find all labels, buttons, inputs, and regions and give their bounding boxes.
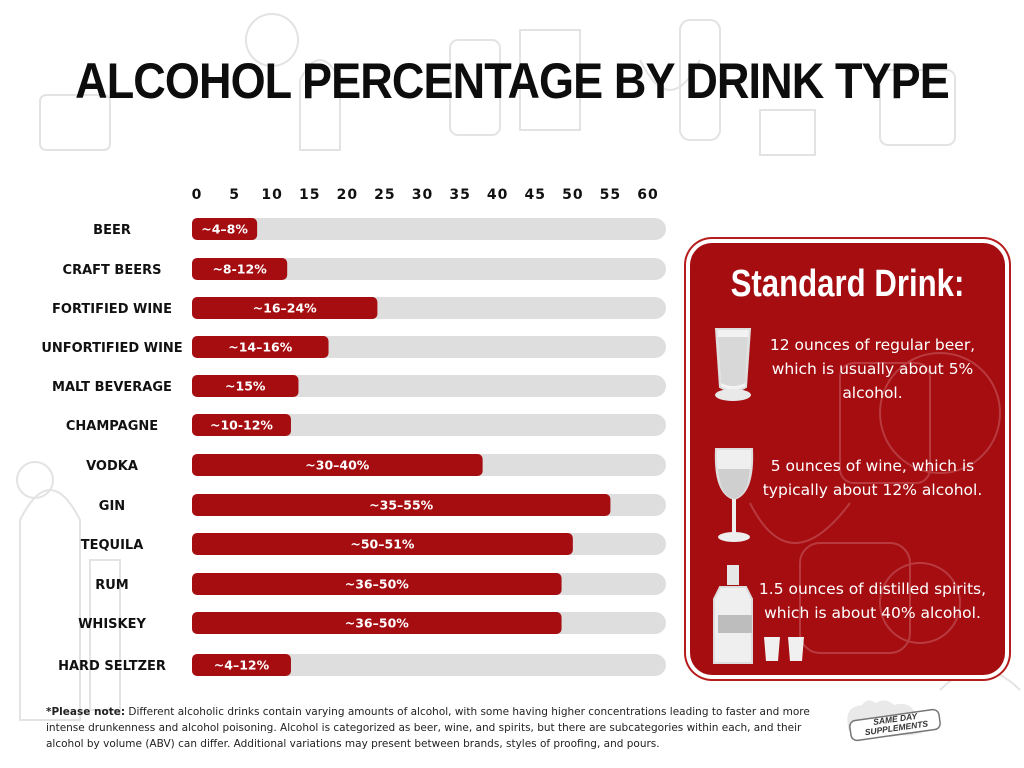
bar	[192, 375, 299, 397]
bar	[192, 454, 483, 476]
bar	[192, 573, 562, 595]
same-day-supplements-logo: SAME DAY SUPPLEMENTS	[847, 700, 941, 742]
x-tick-label: 45	[525, 187, 546, 203]
bar-track	[192, 654, 666, 676]
category-label: VODKA	[86, 459, 138, 474]
bar	[192, 533, 573, 555]
standard-drink-card: Standard Drink: 12 ounces of regular bee…	[690, 243, 1005, 675]
bar	[192, 612, 562, 634]
spirits-bottle-icon	[713, 565, 804, 664]
bar-value-label: ~36–50%	[345, 577, 410, 592]
category-label: UNFORTIFIED WINE	[41, 341, 182, 356]
beer-glass-icon	[714, 328, 752, 401]
bar-value-label: ~14–16%	[228, 340, 293, 355]
category-label: BEER	[93, 223, 131, 238]
bar-value-label: ~10-12%	[210, 418, 273, 433]
bar	[192, 297, 378, 319]
bar-value-label: ~16–24%	[253, 301, 318, 316]
bar	[192, 336, 329, 358]
bar-value-label: ~30–40%	[305, 458, 370, 473]
x-tick-label: 0	[192, 187, 203, 203]
footnote-label: *Please note:	[46, 706, 126, 718]
bar-track	[192, 414, 666, 436]
bar-value-label: ~35–55%	[369, 498, 434, 513]
x-tick-label: 20	[337, 187, 358, 203]
bar-value-label: ~8-12%	[212, 262, 267, 277]
bar-value-label: ~36–50%	[345, 616, 410, 631]
standard-drink-item-beer: 12 ounces of regular beer, which is usua…	[769, 336, 976, 402]
bar	[192, 414, 291, 436]
bar-chart: 0 5 10 15 20 25 30 35 40 45 50 55 60 BEER ~4–8% CRAFT B…	[41, 187, 666, 676]
x-tick-label: 15	[299, 187, 320, 203]
category-label: MALT BEVERAGE	[52, 380, 172, 395]
standard-drink-item-spirits: 1.5 ounces of distilled spirits, which i…	[758, 580, 987, 622]
standard-drink-item-wine: 5 ounces of wine, which is typically abo…	[762, 457, 983, 499]
bar-track	[192, 218, 666, 240]
x-tick-label: 10	[261, 187, 282, 203]
x-tick-label: 40	[487, 187, 508, 203]
x-tick-label: 55	[600, 187, 621, 203]
category-label: RUM	[95, 578, 129, 593]
card-background-art	[749, 352, 1001, 654]
page-title: ALCOHOL PERCENTAGE BY DRINK TYPE	[75, 53, 950, 109]
wine-glass-icon	[714, 448, 754, 542]
x-tick-label: 30	[412, 187, 433, 203]
category-label: CRAFT BEERS	[63, 263, 162, 278]
bar	[192, 654, 291, 676]
bar-value-label: ~4–12%	[214, 658, 270, 673]
footnote: *Please note: Different alcoholic drinks…	[46, 704, 836, 752]
category-label: WHISKEY	[78, 617, 146, 632]
x-tick-label: 5	[229, 187, 240, 203]
x-tick-label: 50	[562, 187, 583, 203]
bar-track	[192, 258, 666, 280]
category-label: CHAMPAGNE	[66, 419, 158, 434]
footnote-text: Different alcoholic drinks contain varyi…	[46, 706, 810, 750]
bar-track	[192, 375, 666, 397]
category-label: FORTIFIED WINE	[52, 302, 172, 317]
category-label: GIN	[99, 499, 125, 514]
bar	[192, 218, 258, 240]
x-tick-label: 60	[637, 187, 658, 203]
bar-value-label: ~15%	[225, 379, 266, 394]
x-tick-label: 25	[374, 187, 395, 203]
bar	[192, 258, 288, 280]
category-label: HARD SELTZER	[58, 659, 166, 674]
bar-value-label: ~4–8%	[201, 222, 248, 237]
x-tick-label: 35	[449, 187, 470, 203]
standard-drink-title: Standard Drink:	[730, 263, 965, 305]
bar	[192, 494, 611, 516]
bar-value-label: ~50–51%	[350, 537, 415, 552]
category-label: TEQUILA	[81, 538, 144, 553]
